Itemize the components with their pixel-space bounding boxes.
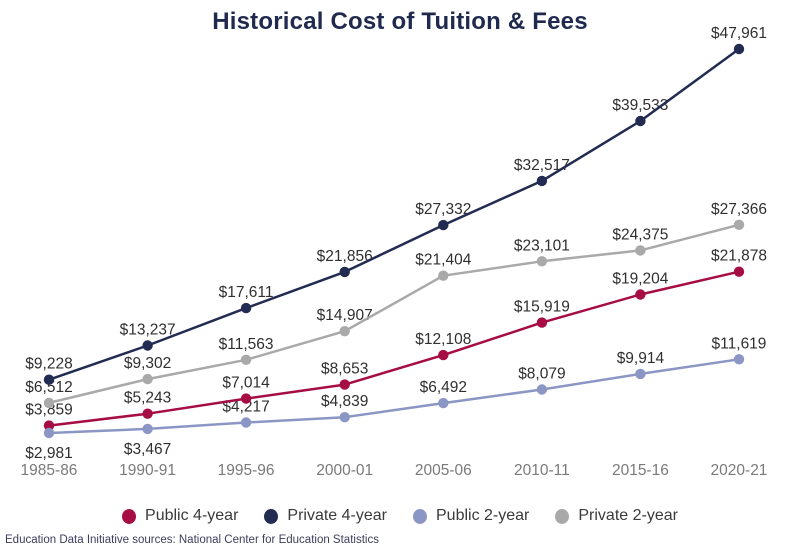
legend-label: Public 4-year [145,507,239,524]
series-private-4-year [43,43,745,385]
x-axis-label: 2020-21 [711,462,768,479]
data-label: $11,619 [712,335,767,352]
data-label: $13,237 [120,322,176,339]
data-point-private-2-year [339,326,350,337]
x-axis-label: 1990-91 [119,462,176,479]
data-point-public-4-year [142,408,153,419]
data-point-public-4-year [536,317,548,328]
data-label: $21,404 [415,252,471,269]
data-label: $8,653 [321,361,368,378]
legend-label: Private 4-year [287,507,387,524]
x-axis-label: 2010-11 [514,462,570,479]
data-point-private-2-year [733,219,745,230]
legend-item-public-4-year: Public 4-year [122,507,238,525]
data-point-public-4-year [733,266,745,277]
legend: Public 4-year Private 4-year Public 2-year… [0,507,800,525]
legend-dot-public-4-year [122,508,137,524]
data-point-private-2-year [438,270,449,281]
legend-item-public-2-year: Public 2-year [413,507,529,525]
data-point-private-4-year [240,302,252,314]
data-label: $17,611 [219,284,274,301]
data-point-public-2-year [635,368,646,380]
source-note: Education Data Initiative sources: Natio… [5,534,379,546]
data-point-public-4-year [240,393,252,404]
data-point-public-4-year [339,379,350,390]
data-label: $3,859 [25,402,72,419]
data-label: $2,981 [25,445,72,462]
data-label: $24,375 [612,226,668,243]
data-point-public-2-year [438,397,449,409]
data-point-public-2-year [733,354,745,365]
legend-dot-private-4-year [264,508,279,524]
data-point-public-2-year [240,417,252,428]
data-point-private-4-year [142,340,153,351]
series-public-4-year [43,266,745,431]
data-label: $4,839 [321,393,368,410]
data-label: $47,961 [711,25,767,42]
data-labels: $3,859 $5,243 $7,014 $8,653 $12,108 $15,919 $1… [25,25,767,462]
data-label: $15,919 [514,299,570,316]
data-point-private-2-year [536,256,548,267]
series-line-private-2-year [47,223,741,405]
data-point-private-4-year [536,175,548,187]
data-label: $23,101 [514,237,570,254]
data-label: $32,517 [514,157,570,174]
legend-label: Private 2-year [578,507,678,524]
legend-dot-public-2-year [413,508,427,524]
data-label: $11,563 [219,336,274,353]
data-point-private-4-year [43,374,55,385]
series-public-2-year [43,354,745,439]
data-label: $9,914 [617,350,665,367]
data-label: $6,492 [420,379,467,396]
data-label: $27,366 [711,201,767,218]
data-point-public-2-year [536,384,548,395]
data-label: $12,108 [415,331,471,348]
data-label: $9,302 [124,355,171,372]
x-axis-label: 1985-86 [21,462,78,479]
data-point-public-4-year [43,420,55,431]
data-label: $21,856 [317,248,373,265]
x-axis-label: 2005-06 [415,462,472,479]
data-label: $14,907 [317,307,373,324]
legend-dot-private-2-year [555,508,570,524]
data-label: $3,467 [124,441,171,458]
chart-title: Historical Cost of Tuition & Fees [212,8,588,35]
data-label: $19,204 [612,271,668,288]
data-label: $6,512 [25,379,72,396]
data-point-private-4-year [733,43,745,55]
data-label: $5,243 [124,390,171,407]
data-point-private-2-year [635,245,646,256]
x-axis-label: 2015-16 [612,462,669,479]
data-point-public-2-year [142,423,153,435]
data-point-private-4-year [438,219,449,231]
data-label: $4,217 [222,399,269,416]
data-point-public-2-year [43,427,55,439]
data-point-private-2-year [142,373,153,385]
legend-label: Public 2-year [436,507,530,524]
series-line-public-4-year [47,270,741,427]
x-axis-label: 1995-96 [218,462,275,479]
data-label: $21,878 [711,248,767,265]
data-point-private-2-year [43,397,55,409]
data-point-private-4-year [339,266,350,278]
data-point-private-2-year [240,354,252,365]
data-point-public-4-year [635,289,646,300]
data-point-public-4-year [438,349,449,361]
data-label: $9,228 [25,356,72,373]
data-label: $7,014 [222,375,270,392]
legend-item-private-4-year: Private 4-year [264,507,387,525]
series-line-private-4-year [47,47,741,381]
data-label: $8,079 [518,366,565,383]
series-private-2-year [43,219,745,409]
data-point-private-4-year [635,115,646,127]
legend-item-private-2-year: Private 2-year [555,507,678,525]
x-axis-label: 2000-01 [316,462,373,479]
x-axis-labels: 1985-86 1990-91 1995-96 2000-01 2005-06 2010-… [21,462,768,479]
data-point-public-2-year [339,412,350,423]
data-label: $27,332 [415,201,471,218]
series-line-public-2-year [47,358,741,435]
